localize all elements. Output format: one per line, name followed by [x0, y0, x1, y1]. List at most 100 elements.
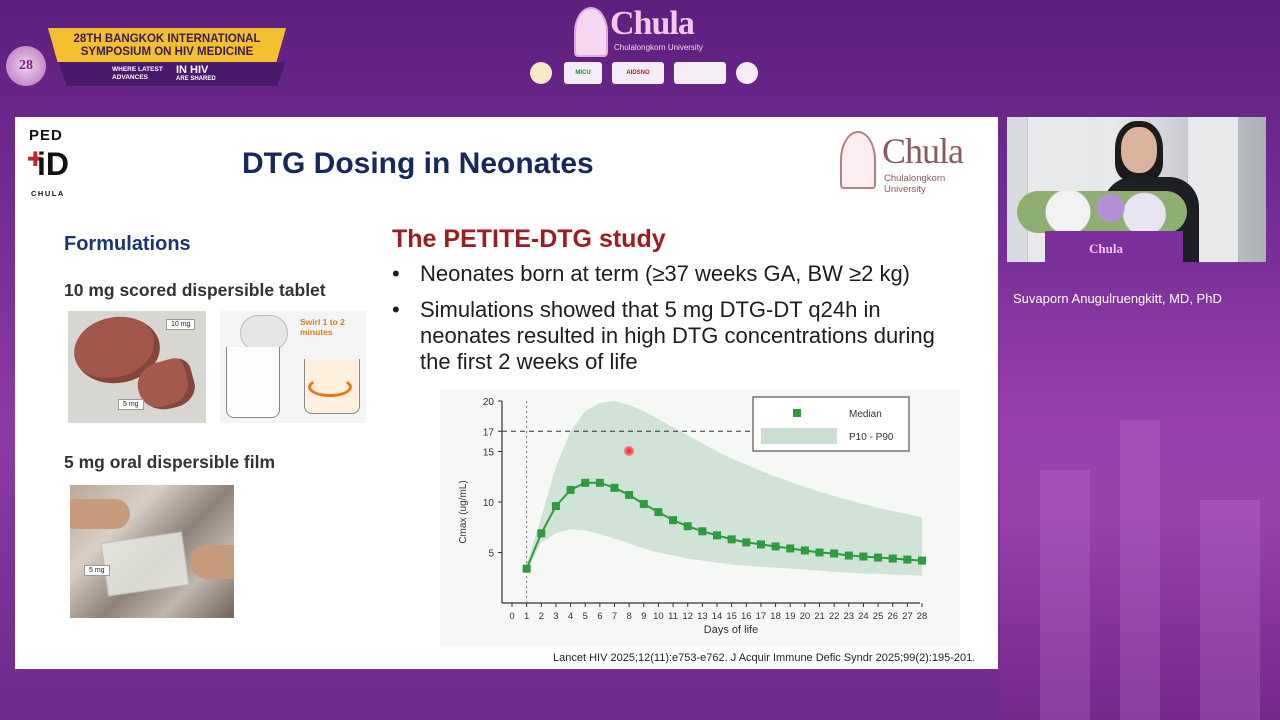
tablet-tag-5mg: 5 mg	[118, 399, 144, 410]
podium	[1045, 231, 1183, 262]
x-tick-label: 12	[682, 611, 693, 622]
median-point	[698, 527, 707, 536]
cup-illustration	[226, 347, 280, 418]
finger-image	[190, 545, 234, 579]
x-tick-label: 18	[770, 611, 781, 622]
x-tick-label: 1	[524, 611, 529, 622]
tablet-label: 10 mg scored dispersible tablet	[64, 280, 326, 300]
median-point	[595, 478, 604, 487]
speaker-name: Suvaporn Anugulruengkitt, MD, PhD	[1013, 291, 1222, 306]
median-point	[654, 508, 663, 517]
podium-logo: Chula	[1089, 241, 1123, 256]
median-point	[610, 483, 619, 492]
median-point	[844, 551, 853, 560]
median-point	[727, 535, 736, 544]
chula-seal-icon	[840, 131, 876, 189]
median-point	[874, 553, 883, 562]
y-tick-label: 5	[488, 549, 494, 560]
finger-image	[70, 499, 130, 529]
banner-yellow-strip: 28TH BANGKOK INTERNATIONAL SYMPOSIUM ON …	[48, 28, 286, 62]
median-point	[756, 540, 765, 549]
x-tick-label: 9	[641, 611, 646, 622]
median-point	[786, 544, 795, 553]
x-tick-label: 8	[626, 611, 631, 622]
bullet-dot: •	[392, 261, 400, 286]
speaker-video: Chula	[1007, 117, 1266, 262]
median-point	[522, 564, 531, 573]
film-photo: 5 mg	[70, 485, 234, 618]
legend-median-label: Median	[849, 409, 882, 420]
median-point	[639, 500, 648, 509]
building	[1040, 470, 1090, 720]
sponsor-logo-kk	[674, 62, 726, 84]
x-tick-label: 13	[697, 611, 708, 622]
x-tick-label: 10	[653, 611, 664, 622]
median-point	[683, 522, 692, 531]
median-point	[537, 529, 546, 538]
band-area	[526, 401, 922, 576]
flower-arrangement	[1017, 191, 1187, 233]
median-point	[888, 554, 897, 563]
ped-id-chula-logo: PED ✚ iD CHULA	[27, 127, 75, 199]
speaker-face	[1121, 127, 1157, 173]
sponsor-logo-micu: MICU	[564, 62, 602, 84]
building	[1200, 500, 1260, 720]
study-title: The PETITE-DTG study	[392, 225, 666, 253]
red-cross-icon: ✚	[27, 149, 44, 171]
median-point	[713, 531, 721, 540]
banner-purple-strip: WHERE LATEST ADVANCES IN HIV ARE SHARED	[58, 62, 286, 86]
x-tick-label: 5	[583, 611, 588, 622]
chula-subtitle: Chulalongkorn University	[614, 43, 703, 52]
x-tick-label: 27	[902, 611, 913, 622]
x-tick-label: 16	[741, 611, 752, 622]
chula-seal-icon	[574, 7, 608, 57]
sponsor-logos: MICU AIDSNO	[530, 62, 760, 86]
median-point	[669, 516, 678, 525]
tablet-photo: 10 mg 5 mg	[68, 311, 206, 423]
y-tick-label: 20	[483, 397, 495, 408]
slide-title: DTG Dosing in Neonates	[242, 147, 594, 180]
x-tick-label: 11	[668, 611, 678, 622]
tagline-big: IN HIV	[176, 64, 209, 76]
bullet-dot: •	[392, 297, 400, 322]
film-sheet-image	[100, 531, 190, 597]
laser-pointer-dot	[624, 446, 634, 456]
median-point	[742, 538, 751, 547]
legend-median-marker	[793, 409, 801, 417]
tagline-small-1: WHERE LATEST ADVANCES	[112, 66, 163, 81]
x-tick-label: 21	[814, 611, 825, 622]
sponsor-logo-aidsno: AIDSNO	[612, 62, 664, 84]
chula-word: Chula	[610, 5, 695, 42]
median-point	[625, 490, 634, 499]
bullet-text: Simulations showed that 5 mg DTG-DT q24h…	[420, 297, 935, 374]
logo-28-badge: 28	[6, 46, 46, 86]
median-point	[918, 556, 926, 565]
cmax-chart: 5 10 15 17 20 0 1 2 3 4 5 6 7 8 9 10 11 12 13 14 15 16 17 18 19 2…	[440, 389, 960, 647]
ped-logo-bottom: CHULA	[31, 189, 65, 198]
building	[1120, 420, 1160, 720]
x-tick-label: 22	[829, 611, 840, 622]
ped-logo-top: PED	[29, 127, 63, 144]
x-tick-label: 4	[568, 611, 573, 622]
x-tick-label: 24	[858, 611, 869, 622]
symposium-line-2: SYMPOSIUM ON HIV MEDICINE	[80, 46, 254, 58]
city-background	[1000, 260, 1280, 720]
chula-word: Chula	[882, 131, 964, 171]
median-point	[800, 546, 809, 555]
x-tick-label: 28	[917, 611, 928, 622]
swirl-instruction: Swirl 1 to 2 minutes	[300, 317, 345, 337]
y-tick-label: 15	[483, 448, 495, 459]
x-tick-label: 0	[509, 611, 514, 622]
x-tick-label: 26	[887, 611, 898, 622]
symposium-banner: 28 28TH BANGKOK INTERNATIONAL SYMPOSIUM …	[6, 28, 286, 86]
y-tick-label: 17	[483, 427, 495, 438]
x-tick-label: 2	[539, 611, 544, 622]
legend-band-label: P10 - P90	[849, 432, 894, 443]
median-point	[581, 478, 590, 487]
y-axis-label: Cmax (ug/mL)	[458, 480, 469, 543]
presentation-slide: PED ✚ iD CHULA DTG Dosing in Neonates Ch…	[15, 117, 998, 669]
x-tick-label: 25	[873, 611, 884, 622]
x-tick-label: 17	[756, 611, 767, 622]
swirl-arrow-icon	[308, 377, 352, 397]
